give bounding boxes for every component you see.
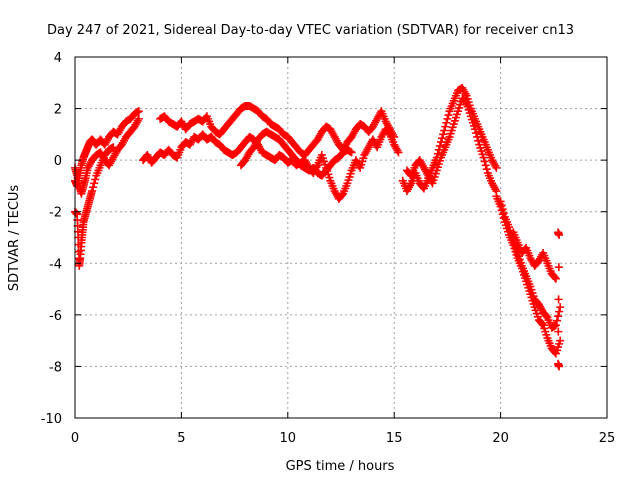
data-point: [482, 165, 491, 174]
data-point: [440, 126, 449, 135]
data-point: [90, 179, 99, 188]
y-tick-label: 0: [54, 154, 62, 169]
series-sdtvar-track-h: [402, 94, 501, 196]
data-point: [441, 122, 450, 131]
data-point: [473, 132, 482, 141]
data-point: [555, 362, 564, 371]
y-tick-label: -4: [49, 257, 62, 272]
y-tick-label: -8: [49, 360, 62, 375]
data-point: [461, 98, 470, 107]
data-point: [556, 336, 565, 345]
y-tick-label: 4: [54, 51, 62, 66]
x-tick-label: 5: [177, 431, 185, 446]
data-point: [390, 132, 399, 141]
x-axis-title: GPS time / hours: [286, 459, 395, 474]
data-point: [109, 143, 118, 152]
plot-frame: [74, 56, 608, 419]
data-point: [472, 129, 481, 138]
series-sdtvar-isolated-points: [554, 228, 564, 371]
data-point: [554, 263, 563, 272]
data-point: [443, 114, 452, 123]
data-point: [499, 209, 508, 218]
series-sdtvar-track-f: [236, 127, 356, 180]
y-axis-title: SDTVAR / TECUs: [7, 185, 22, 292]
data-point: [554, 295, 563, 304]
data-point: [347, 148, 356, 157]
data-point: [480, 157, 489, 166]
data-point: [496, 197, 505, 206]
data-point: [474, 136, 483, 145]
x-tick-label: 15: [386, 431, 403, 446]
data-point: [554, 327, 563, 336]
data-point: [551, 274, 560, 283]
data-point: [394, 148, 403, 157]
data-point: [498, 205, 507, 214]
data-point: [438, 134, 447, 143]
data-point: [538, 319, 547, 328]
data-point: [551, 321, 560, 330]
data-point: [554, 312, 563, 321]
data-point: [555, 230, 564, 239]
y-tick-label: -6: [49, 309, 62, 324]
y-tick-label: 2: [54, 103, 62, 118]
data-point: [435, 141, 444, 150]
data-point: [134, 114, 143, 123]
data-point: [444, 111, 453, 120]
data-point: [439, 130, 448, 139]
series-sdtvar-track-j: [496, 197, 565, 332]
data-point: [442, 118, 451, 127]
data-point: [555, 307, 564, 316]
x-tick-label: 0: [71, 431, 79, 446]
y-tick-label: -2: [49, 206, 62, 221]
data-point: [552, 316, 561, 325]
data-point: [492, 163, 501, 172]
data-point: [481, 161, 490, 170]
plot-border: [74, 56, 608, 419]
y-tick-label: -10: [41, 412, 62, 427]
grid-lines: [75, 57, 607, 418]
tick-labels: 0 5 10 15 20 25 -10 -8 -6 -4 -2 0 2 4: [41, 51, 616, 446]
series-sdtvar-track-c: [71, 143, 118, 270]
series-sdtvar-track-a: [71, 107, 143, 190]
data-point: [471, 125, 480, 134]
data-point: [91, 175, 100, 184]
x-tick-label: 25: [599, 431, 616, 446]
series-sdtvar-track-e: [156, 101, 399, 159]
series-sdtvar-track-k: [509, 228, 560, 283]
data-point: [88, 187, 97, 196]
data-point: [556, 303, 565, 312]
x-tick-label: 10: [280, 431, 297, 446]
data-points: [71, 83, 565, 371]
data-point: [550, 273, 559, 282]
data-point: [89, 183, 98, 192]
chart-title: Day 247 of 2021, Sidereal Day-to-day VTE…: [47, 23, 574, 38]
data-point: [134, 107, 143, 116]
x-tick-label: 20: [492, 431, 509, 446]
data-point: [479, 153, 488, 162]
data-point: [497, 201, 506, 210]
